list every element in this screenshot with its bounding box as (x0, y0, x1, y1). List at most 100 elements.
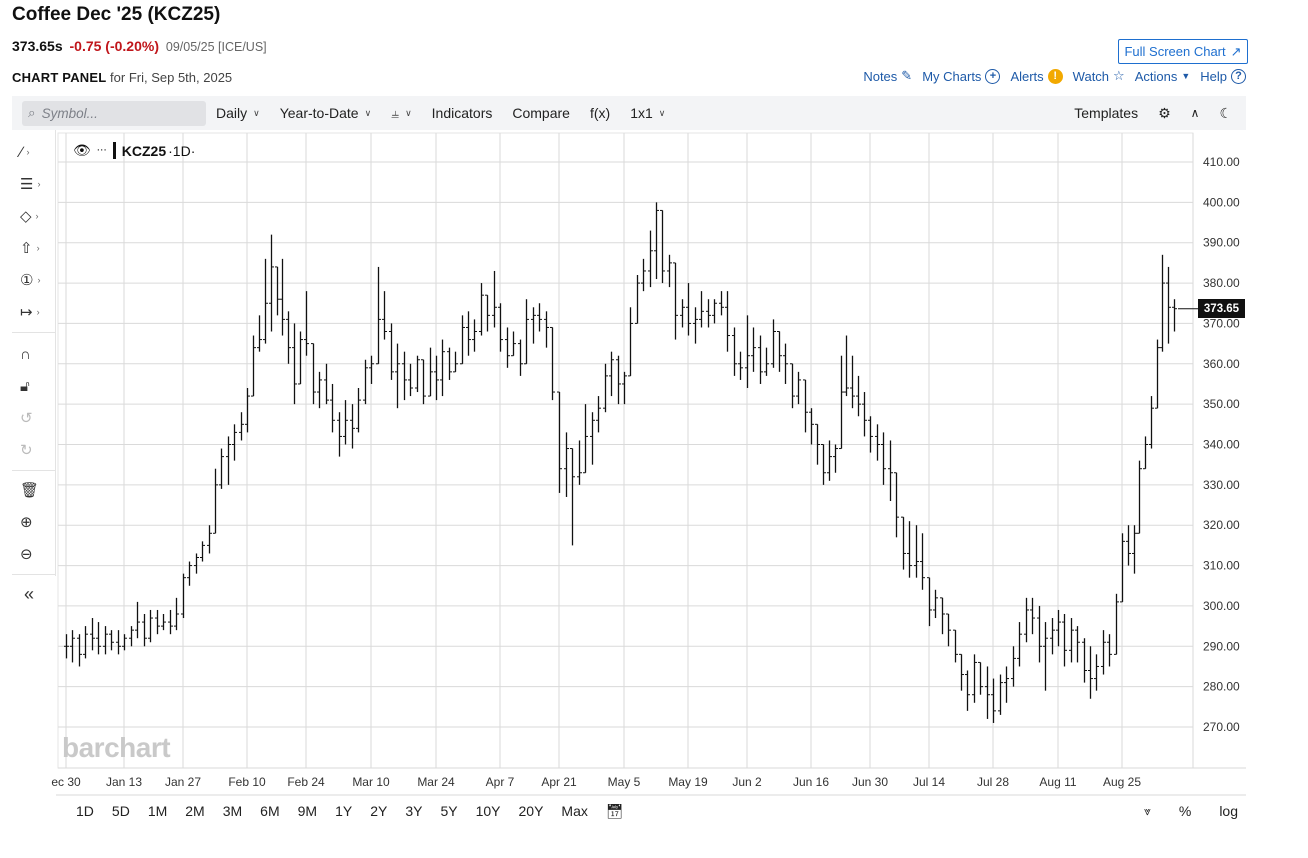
undo-button[interactable]: ↺ (20, 404, 56, 432)
chevron-right-icon: › (37, 179, 41, 189)
more-dots-icon[interactable]: ⋯ (96, 145, 107, 156)
ohlc-bar (304, 291, 309, 356)
range-button-5y[interactable]: 5Y (440, 803, 458, 819)
gear-icon[interactable]: ⚙ (1158, 104, 1171, 121)
ohlc-bar (1126, 525, 1131, 566)
magnet-tool[interactable]: ∩ (20, 340, 56, 368)
actions-menu[interactable]: Actions ▼ (1135, 68, 1191, 84)
ohlc-bar (946, 613, 951, 647)
redo-button[interactable]: ↻ (20, 436, 56, 464)
line-tool[interactable]: ∕ › (20, 138, 56, 166)
ohlc-bar (991, 678, 996, 723)
chevron-up-icon[interactable]: ∧ (1190, 106, 1200, 120)
legend-symbol: KCZ25 (121, 142, 167, 159)
range-button-5d[interactable]: 5D (111, 803, 130, 819)
alerts-link[interactable]: Alerts! (1010, 68, 1063, 84)
range-button-20y[interactable]: 20Y (518, 803, 544, 819)
numbered-circle-icon: ① (20, 272, 34, 289)
y-tick-label: 300.00 (1203, 599, 1240, 613)
chevron-right-icon: › (35, 211, 39, 221)
zoom-out-button[interactable]: ⊖ (20, 540, 56, 568)
watch-link[interactable]: Watch ☆ (1073, 68, 1125, 84)
range-button-6m[interactable]: 6M (260, 803, 280, 819)
ohlc-bar (1011, 646, 1016, 687)
ohlc-bar (570, 448, 575, 546)
layout-dropdown[interactable]: 1x1 ∨ (630, 105, 665, 121)
ohlc-bar (833, 444, 838, 473)
delete-button[interactable]: 🗑︎ (20, 476, 56, 504)
fib-tool[interactable]: ☰ › (20, 170, 56, 198)
range-button-1y[interactable]: 1Y (335, 803, 353, 819)
collapse-sidebar-button[interactable]: « (24, 584, 35, 604)
y-tick-label: 280.00 (1203, 680, 1240, 694)
indicators-button[interactable]: Indicators (432, 105, 493, 121)
chevron-down-icon: ∨ (658, 107, 666, 118)
compare-button[interactable]: Compare (512, 105, 570, 121)
range-button-3m[interactable]: 3M (222, 803, 243, 819)
bar-type-dropdown[interactable]: ⫨ ∨ (391, 105, 412, 122)
ohlc-bar (1024, 597, 1029, 643)
range-button-3y[interactable]: 3Y (405, 803, 423, 819)
notes-link[interactable]: Notes ✎ (863, 68, 912, 84)
ohlc-bar (77, 634, 82, 667)
fx-button[interactable]: f(x) (590, 105, 610, 121)
ohlc-bar (70, 630, 75, 663)
shape-tool[interactable]: ◇ › (20, 202, 56, 230)
help-link[interactable]: Help? (1200, 68, 1246, 84)
percent-toggle[interactable]: % (1178, 803, 1192, 819)
ohlc-bar (940, 597, 945, 635)
calendar-icon[interactable]: 📅︎ (605, 802, 624, 819)
annotation-tool[interactable]: ① › (20, 266, 56, 294)
range-button-2y[interactable]: 2Y (370, 803, 388, 819)
zoom-in-button[interactable]: ⊕ (20, 508, 56, 536)
range-button-max[interactable]: Max (561, 803, 588, 819)
arrow-tool[interactable]: ⇧ › (20, 234, 56, 262)
my-charts-link[interactable]: My Charts + (922, 68, 1001, 84)
ohlc-bar (537, 303, 542, 332)
ohlc-bar (978, 661, 983, 695)
ohlc-bar (408, 363, 413, 397)
moon-icon[interactable]: ☾ (1219, 104, 1232, 121)
x-tick-label: Jun 2 (732, 775, 762, 789)
shape-icon: ◇ (20, 208, 32, 225)
ohlc-bar (317, 371, 322, 409)
ohlc-bar (207, 525, 212, 554)
sidebar-divider (12, 332, 56, 333)
ohlc-bar (492, 270, 497, 328)
ohlc-bar (1056, 609, 1061, 647)
x-tick-label: Jun 30 (852, 775, 888, 789)
toolbar-right: Templates ⚙ ∧ ☾ (1074, 96, 1232, 130)
x-tick-label: ec 30 (51, 775, 81, 789)
symbol-search-input[interactable]: ⌕ Symbol... (22, 100, 206, 126)
trendline-icon: ∕ (20, 143, 23, 161)
ohlc-bar (168, 609, 173, 635)
quote-meta: 09/05/25 [ICE/US] (165, 40, 267, 54)
range-button-1m[interactable]: 1M (147, 803, 168, 819)
ohlc-bar (706, 299, 711, 328)
ohlc-bar (343, 400, 348, 445)
ohlc-bar (251, 335, 256, 397)
eye-icon[interactable]: 👁︎ (73, 142, 91, 158)
ohlc-bar (985, 666, 990, 719)
y-tick-label: 390.00 (1203, 236, 1240, 250)
interval-dropdown[interactable]: Daily ∨ (216, 105, 260, 121)
ohlc-bar (1114, 593, 1119, 655)
chart-legend: 👁︎ ⋯ KCZ25 ·1D· (73, 142, 195, 159)
log-toggle[interactable]: log (1219, 803, 1238, 819)
range-button-1d[interactable]: 1D (76, 803, 94, 819)
range-button-2m[interactable]: 2M (185, 803, 205, 819)
ohlc-bar (914, 525, 919, 578)
templates-button[interactable]: Templates (1074, 105, 1139, 121)
ohlc-bar (440, 339, 445, 397)
measure-tool[interactable]: ↦ › (20, 298, 56, 326)
ohlc-bar (298, 331, 303, 385)
range-dropdown[interactable]: Year-to-Date ∨ (280, 105, 371, 121)
full-screen-chart-button[interactable]: Full Screen Chart ↗ (1118, 39, 1248, 64)
range-button-9m[interactable]: 9M (297, 803, 318, 819)
lock-tool[interactable]: 🔓︎ (20, 372, 56, 400)
range-button-10y[interactable]: 10Y (475, 803, 501, 819)
ohlc-bar (1017, 622, 1022, 667)
double-chevron-down-icon[interactable]: ⩔ (1144, 803, 1151, 818)
ohlc-bar (673, 262, 678, 340)
